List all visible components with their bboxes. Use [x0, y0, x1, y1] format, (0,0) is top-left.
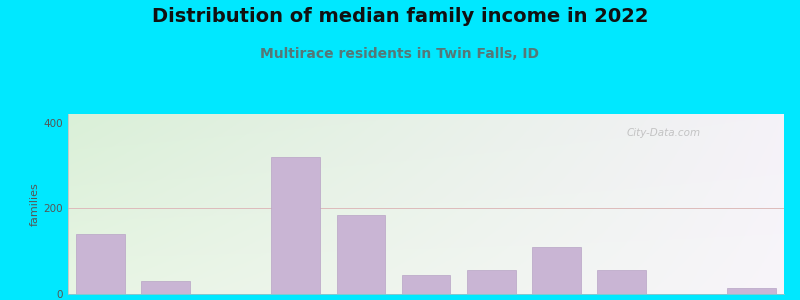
Bar	[337, 215, 386, 294]
Bar	[142, 281, 190, 294]
Bar	[597, 270, 646, 294]
Bar	[76, 234, 125, 294]
Bar	[466, 270, 515, 294]
Text: Multirace residents in Twin Falls, ID: Multirace residents in Twin Falls, ID	[261, 46, 539, 61]
Text: Distribution of median family income in 2022: Distribution of median family income in …	[152, 8, 648, 26]
Bar	[727, 288, 776, 294]
Bar	[402, 275, 450, 294]
Text: City-Data.com: City-Data.com	[626, 128, 701, 138]
Bar	[532, 247, 581, 294]
Y-axis label: families: families	[30, 182, 39, 226]
Bar	[271, 157, 320, 294]
